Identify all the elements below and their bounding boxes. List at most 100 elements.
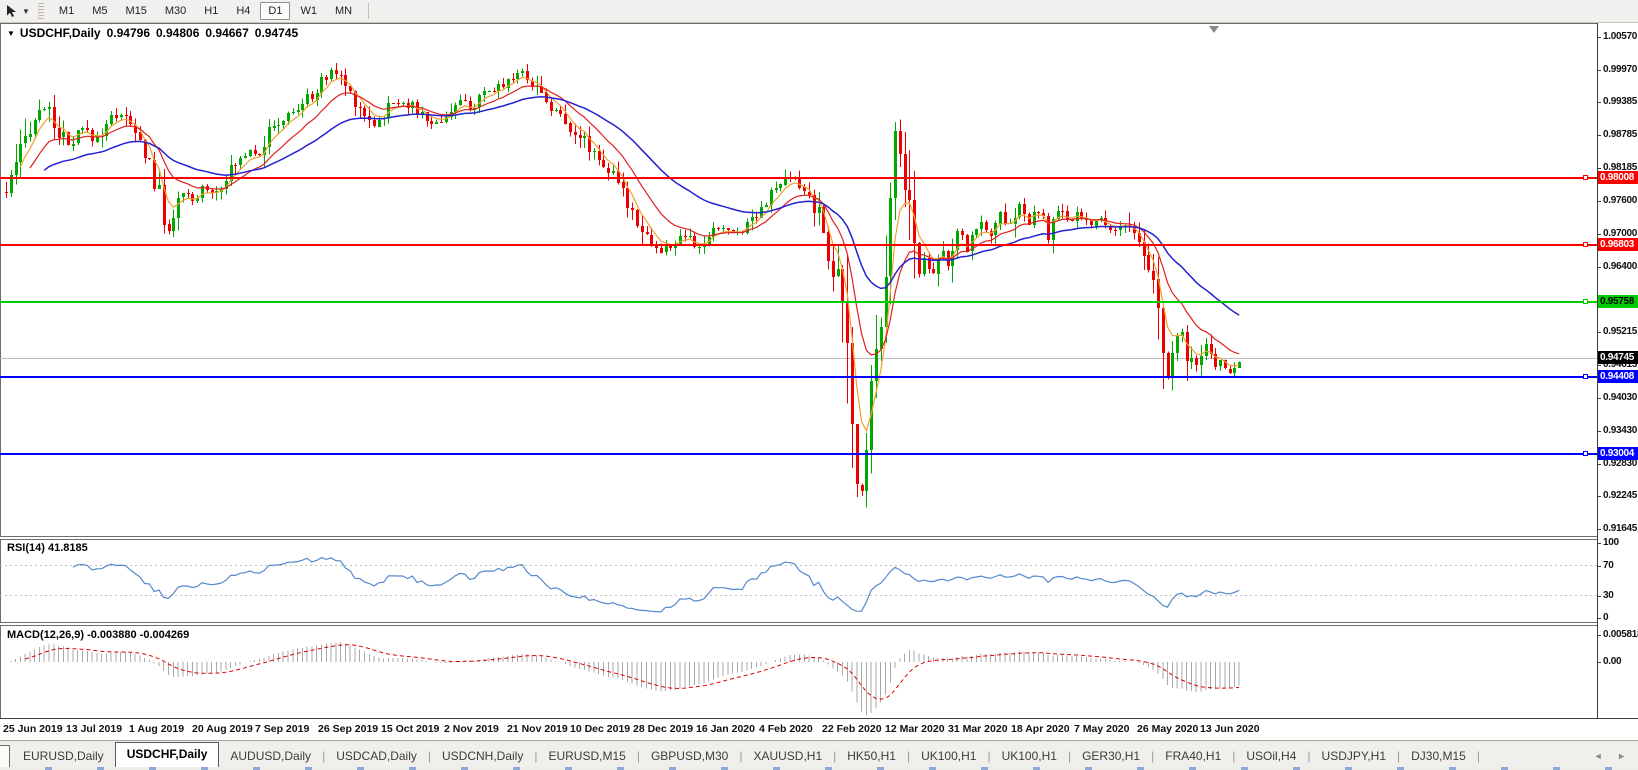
level-handle[interactable]	[1583, 451, 1588, 456]
cursor-tool-icon[interactable]	[3, 2, 21, 20]
tab-separator: |	[987, 749, 991, 763]
tab-uk100-h1[interactable]: UK100,H1	[1001, 749, 1057, 763]
timeframe-button-m5[interactable]: M5	[92, 5, 108, 17]
level-handle[interactable]	[1583, 175, 1588, 180]
date-label: 20 Aug 2019	[192, 723, 253, 735]
level-line-0.94408[interactable]	[0, 376, 1597, 378]
price-tick-label: 0.92245	[1603, 490, 1638, 501]
date-label: 21 Nov 2019	[507, 723, 568, 735]
level-handle[interactable]	[1583, 242, 1588, 247]
level-line-0.98008[interactable]	[0, 177, 1597, 179]
axis-tick	[1597, 70, 1601, 71]
level-line-0.95758[interactable]	[0, 301, 1597, 303]
tab-scroll-right-icon[interactable]: ►	[1617, 751, 1632, 761]
price-tick-label: 0.93430	[1603, 425, 1638, 436]
level-price-badge: 0.98008	[1598, 171, 1638, 184]
price-tick-label: 0.98785	[1603, 129, 1638, 140]
tab-separator: |	[1067, 749, 1072, 763]
axis-tick	[1597, 332, 1601, 333]
axis-tick	[1597, 543, 1601, 544]
pane-separator[interactable]	[0, 536, 1638, 540]
date-label: 22 Feb 2020	[822, 723, 882, 735]
axis-tick	[1597, 464, 1601, 465]
tab-audusd-daily[interactable]: AUDUSD,Daily	[230, 749, 312, 763]
timeframe-button-m1[interactable]: M1	[58, 5, 75, 17]
cursor-tool-dropdown-icon[interactable]: ▼	[22, 6, 30, 16]
chart-border-left	[0, 23, 1, 718]
timeframe-button-d1[interactable]: D1	[260, 2, 291, 20]
tab-eurusd-daily[interactable]: EURUSD,Daily	[23, 749, 104, 763]
chart-symbol-period: USDCHF,Daily	[19, 26, 101, 40]
price-tick-label: 0.97000	[1603, 228, 1638, 239]
tab-eurusd-m15[interactable]: EURUSD,M15	[548, 749, 626, 763]
chart-collapse-icon[interactable]: ▼	[7, 29, 15, 38]
macd-tick-label: 0.005818	[1603, 629, 1638, 640]
rsi-line	[72, 556, 1240, 613]
price-tick-label: 0.95215	[1603, 326, 1638, 337]
time-axis[interactable]: 25 Jun 2019 13 Jul 2019 1 Aug 2019 20 Aug 2…	[0, 718, 1638, 740]
rsi-pane[interactable]	[0, 540, 1597, 622]
date-label: 13 Jul 2019	[66, 723, 123, 735]
axis-tick	[1597, 201, 1601, 202]
chart-shift-marker[interactable]	[1209, 26, 1219, 33]
tab-uk100-h1[interactable]: UK100,H1	[921, 749, 977, 763]
current-price-line	[0, 358, 1597, 359]
tab-dj30-m15[interactable]: DJ30,M15	[1411, 749, 1466, 763]
tab-ger30-h1[interactable]: GER30,H1	[1082, 749, 1141, 763]
level-handle[interactable]	[1583, 299, 1588, 304]
date-label: 12 Mar 2020	[885, 723, 945, 735]
date-label: 15 Oct 2019	[381, 723, 440, 735]
axis-tick	[1597, 102, 1601, 103]
tab-usdjpy-h1[interactable]: USDJPY,H1	[1321, 749, 1387, 763]
ohlc-close: 0.94745	[254, 26, 299, 40]
timeframe-button-h1[interactable]: H1	[204, 5, 219, 17]
ma-slow-line	[43, 96, 1240, 316]
tab-scroll-left-icon[interactable]: ◄	[1593, 751, 1609, 761]
timeframe-button-m15[interactable]: M15	[125, 5, 147, 17]
axis-tick	[1597, 566, 1601, 567]
date-label: 26 May 2020	[1137, 723, 1199, 735]
price-tick-label: 0.94030	[1603, 392, 1638, 403]
tab-hk50-h1[interactable]: HK50,H1	[847, 749, 896, 763]
tab-separator: |	[1476, 749, 1480, 763]
timeframe-button-m30[interactable]: M30	[164, 5, 187, 17]
date-label: 31 Mar 2020	[948, 723, 1008, 735]
level-line-0.96803[interactable]	[0, 244, 1597, 246]
axis-tick	[1597, 496, 1601, 497]
axis-tick	[1597, 135, 1601, 136]
tab-usdchf-daily[interactable]: USDCHF,Daily	[114, 742, 220, 767]
ohlc-high: 0.94806	[156, 26, 200, 40]
price-tick-label: 0.91645	[1603, 523, 1638, 534]
timeframe-button-h4[interactable]: H4	[236, 5, 251, 17]
toolbar-grip	[37, 3, 44, 19]
current-price-badge: 0.94745	[1598, 351, 1638, 364]
timeframe-button-w1[interactable]: W1	[300, 5, 317, 17]
tab-partial[interactable]	[0, 745, 10, 767]
level-handle[interactable]	[1583, 374, 1588, 379]
axis-tick	[1597, 365, 1601, 366]
pane-separator[interactable]	[0, 622, 1638, 626]
rsi-tick-label: 0	[1603, 612, 1609, 623]
date-label: 1 Aug 2019	[129, 723, 185, 735]
axis-tick	[1597, 267, 1601, 268]
price-pane[interactable]	[0, 23, 1597, 536]
level-line-0.93004[interactable]	[0, 453, 1597, 455]
ma-fast-line	[19, 76, 1240, 433]
tab-usoil-h4[interactable]: USOil,H4	[1246, 749, 1297, 763]
tab-gbpusd-m30[interactable]: GBPUSD,M30	[650, 749, 729, 763]
chart-window[interactable]: ▼ USDCHF,Daily 0.94796 0.94806 0.94667 0.9474…	[0, 23, 1638, 740]
tab-separator: |	[1307, 749, 1311, 763]
tab-usdcad-daily[interactable]: USDCAD,Daily	[336, 749, 417, 763]
tab-separator: |	[322, 749, 326, 763]
tab-fra40-h1[interactable]: FRA40,H1	[1165, 749, 1222, 763]
tab-usdcnh-daily[interactable]: USDCNH,Daily	[442, 749, 524, 763]
axis-tick	[1597, 168, 1601, 169]
status-strip	[0, 767, 1638, 770]
macd-histogram	[10, 642, 1240, 716]
timeframe-button-mn[interactable]: MN	[334, 5, 353, 17]
tab-xauusd-h1[interactable]: XAUUSD,H1	[753, 749, 823, 763]
tab-separator: |	[427, 749, 431, 763]
date-label: 2 Nov 2019	[444, 723, 499, 735]
chart-title: ▼ USDCHF,Daily 0.94796 0.94806 0.94667 0.9474…	[7, 26, 298, 40]
macd-pane[interactable]	[0, 626, 1597, 718]
